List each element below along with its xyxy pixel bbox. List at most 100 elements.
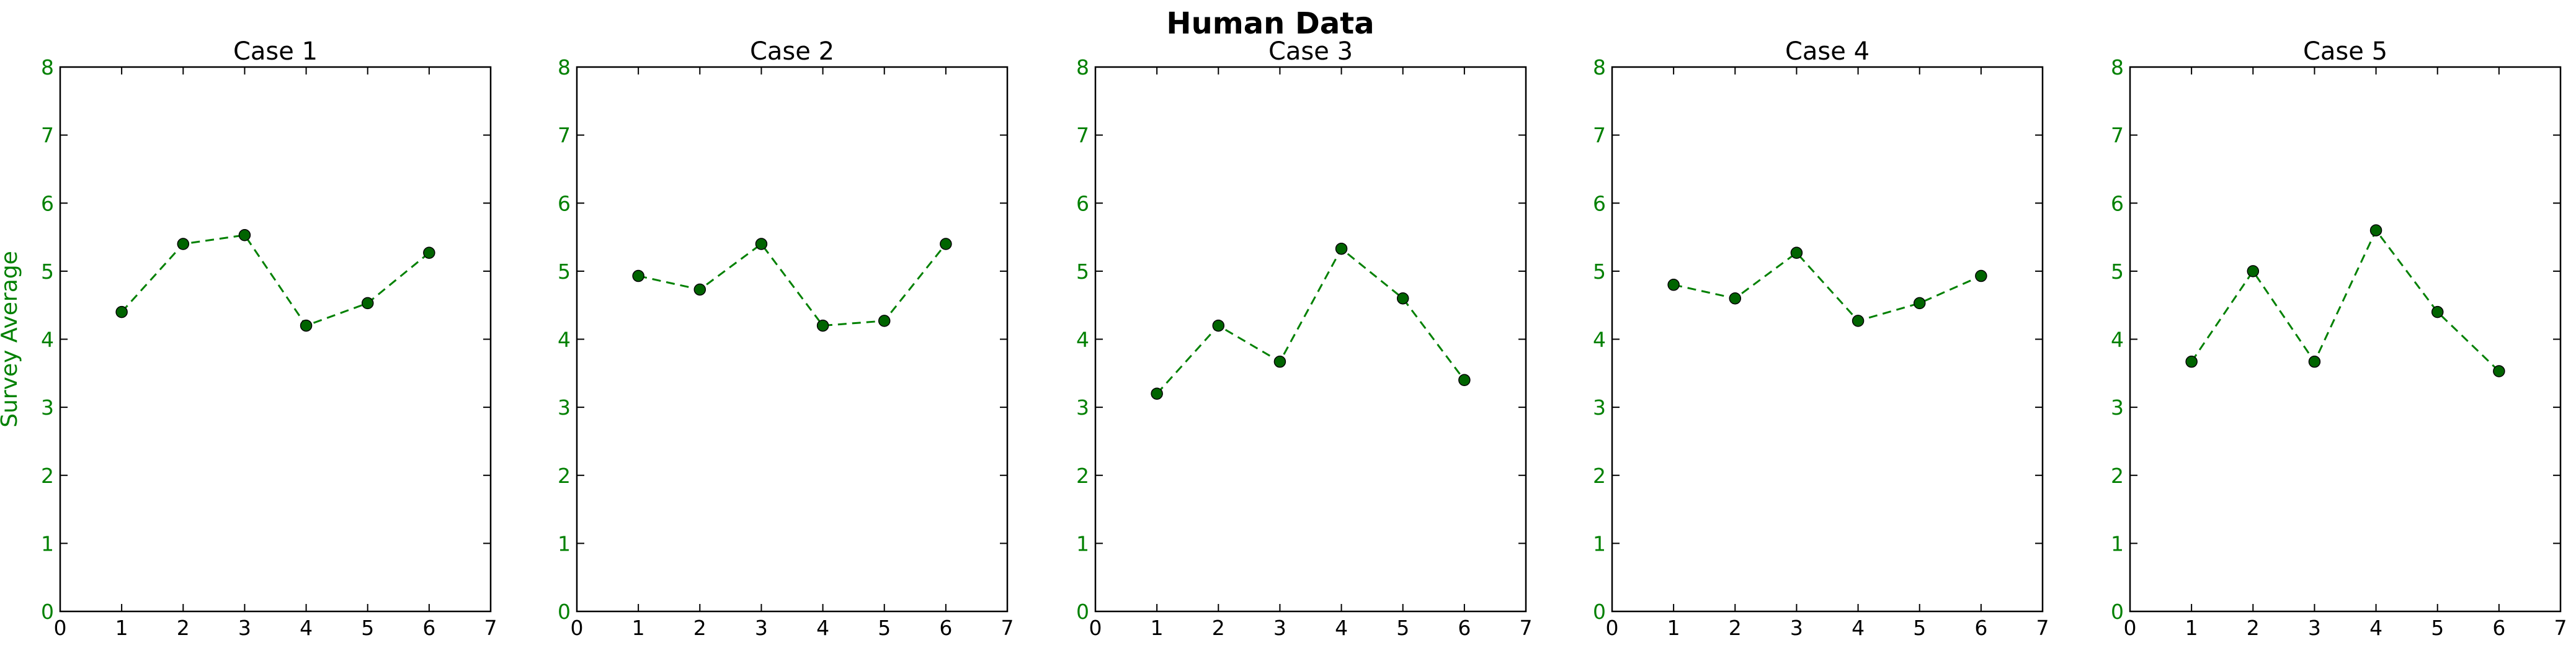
x-tick-label: 7 bbox=[1520, 616, 1533, 640]
y-tick-label: 3 bbox=[558, 395, 571, 420]
x-tick-label: 3 bbox=[238, 616, 251, 640]
data-point bbox=[1458, 374, 1471, 387]
y-tick-label: 0 bbox=[1593, 600, 1606, 624]
y-tick-label: 0 bbox=[41, 600, 54, 624]
data-point bbox=[2247, 265, 2260, 277]
data-point bbox=[1729, 292, 1742, 305]
y-tick-label: 0 bbox=[2111, 600, 2124, 624]
data-point bbox=[361, 297, 374, 310]
y-tick-label: 6 bbox=[41, 191, 54, 215]
data-point bbox=[816, 319, 829, 332]
x-tick-label: 7 bbox=[484, 616, 497, 640]
y-tick-label: 2 bbox=[1076, 464, 1089, 488]
y-tick-label: 7 bbox=[1076, 124, 1089, 148]
data-point bbox=[940, 238, 952, 250]
x-tick-label: 5 bbox=[1396, 616, 1409, 640]
data-point bbox=[1212, 319, 1225, 332]
data-point bbox=[693, 283, 706, 296]
data-point bbox=[1790, 246, 1803, 259]
series-line bbox=[2190, 228, 2500, 372]
x-tick-label: 1 bbox=[1667, 616, 1680, 640]
x-tick-label: 4 bbox=[1335, 616, 1348, 640]
y-tick-label: 2 bbox=[558, 464, 571, 488]
subplot-case-4: Case 4 0 1 2 3 4 5 6 7 0 1 2 3 4 5 6 7 8 bbox=[1593, 37, 2049, 640]
x-tick-label: 6 bbox=[1974, 616, 1987, 640]
y-tick-label: 8 bbox=[1076, 55, 1089, 79]
y-tick-label: 1 bbox=[1076, 531, 1089, 556]
y-tick-label: 4 bbox=[558, 328, 571, 352]
y-tick-label: 7 bbox=[41, 124, 54, 148]
series-line bbox=[638, 242, 947, 327]
y-tick-label: 3 bbox=[41, 395, 54, 420]
x-tick-label: 1 bbox=[2185, 616, 2198, 640]
y-tick-label: 4 bbox=[41, 328, 54, 352]
y-tick-label: 6 bbox=[2111, 191, 2124, 215]
data-point bbox=[1396, 292, 1409, 305]
data-point bbox=[1975, 269, 1987, 282]
y-axis-label: Survey Average bbox=[0, 251, 22, 428]
x-tick-label: 3 bbox=[1273, 616, 1286, 640]
x-tick-label: 0 bbox=[1606, 616, 1619, 640]
y-tick-label: 3 bbox=[1593, 395, 1606, 420]
y-tick-label: 2 bbox=[41, 464, 54, 488]
x-tick-label: 5 bbox=[2431, 616, 2444, 640]
y-tick-label: 2 bbox=[1593, 464, 1606, 488]
y-tick-label: 6 bbox=[1593, 191, 1606, 215]
data-point bbox=[423, 246, 435, 259]
data-point bbox=[238, 229, 251, 241]
x-tick-label: 6 bbox=[422, 616, 435, 640]
x-tick-label: 2 bbox=[1212, 616, 1225, 640]
data-point bbox=[2308, 355, 2321, 368]
y-tick-label: 5 bbox=[2111, 259, 2124, 284]
data-point bbox=[300, 319, 313, 332]
x-tick-label: 3 bbox=[2308, 616, 2321, 640]
x-tick-label: 3 bbox=[1790, 616, 1803, 640]
y-tick-label: 3 bbox=[1076, 395, 1089, 420]
data-point bbox=[1335, 242, 1348, 255]
x-tick-label: 3 bbox=[755, 616, 768, 640]
y-tick-label: 1 bbox=[2111, 531, 2124, 556]
x-tick-label: 4 bbox=[1852, 616, 1865, 640]
y-tick-label: 4 bbox=[1593, 328, 1606, 352]
x-tick-label: 2 bbox=[1729, 616, 1742, 640]
x-tick-label: 1 bbox=[1151, 616, 1164, 640]
y-tick-label: 6 bbox=[558, 191, 571, 215]
x-tick-label: 6 bbox=[939, 616, 952, 640]
y-tick-label: 4 bbox=[1076, 328, 1089, 352]
series-line bbox=[1156, 247, 1466, 395]
y-tick-label: 7 bbox=[1593, 124, 1606, 148]
data-point bbox=[1273, 355, 1286, 368]
y-tick-label: 1 bbox=[1593, 531, 1606, 556]
x-tick-label: 0 bbox=[2124, 616, 2137, 640]
subplot-case-2: Case 2 0 1 2 3 4 5 6 7 0 1 2 3 4 5 6 7 8 bbox=[558, 37, 1014, 640]
data-point bbox=[115, 305, 128, 318]
x-tick-label: 1 bbox=[115, 616, 128, 640]
data-point bbox=[2185, 355, 2198, 368]
x-tick-label: 5 bbox=[361, 616, 374, 640]
x-tick-label: 6 bbox=[1458, 616, 1471, 640]
data-point bbox=[2369, 224, 2382, 236]
x-tick-label: 1 bbox=[632, 616, 645, 640]
subplot-title: Case 1 bbox=[233, 37, 318, 66]
x-tick-label: 4 bbox=[816, 616, 829, 640]
x-tick-label: 2 bbox=[693, 616, 706, 640]
x-tick-label: 5 bbox=[1913, 616, 1926, 640]
y-tick-label: 0 bbox=[558, 600, 571, 624]
x-tick-label: 6 bbox=[2492, 616, 2505, 640]
y-tick-label: 3 bbox=[2111, 395, 2124, 420]
data-point bbox=[1852, 315, 1865, 327]
subplot-case-1: Case 1 0 1 2 3 4 5 6 7 0 1 2 3 4 5 6 7 8 Survey Average bbox=[0, 37, 497, 640]
data-point bbox=[755, 238, 768, 250]
subplot-title: Case 3 bbox=[1268, 37, 1353, 66]
y-tick-label: 7 bbox=[2111, 124, 2124, 148]
y-tick-label: 8 bbox=[558, 55, 571, 79]
x-tick-label: 0 bbox=[571, 616, 584, 640]
y-tick-label: 5 bbox=[558, 259, 571, 284]
x-tick-label: 0 bbox=[54, 616, 67, 640]
y-tick-label: 5 bbox=[41, 259, 54, 284]
y-tick-label: 8 bbox=[1593, 55, 1606, 79]
data-point bbox=[177, 238, 190, 250]
data-point bbox=[2493, 365, 2505, 377]
x-tick-label: 2 bbox=[177, 616, 190, 640]
